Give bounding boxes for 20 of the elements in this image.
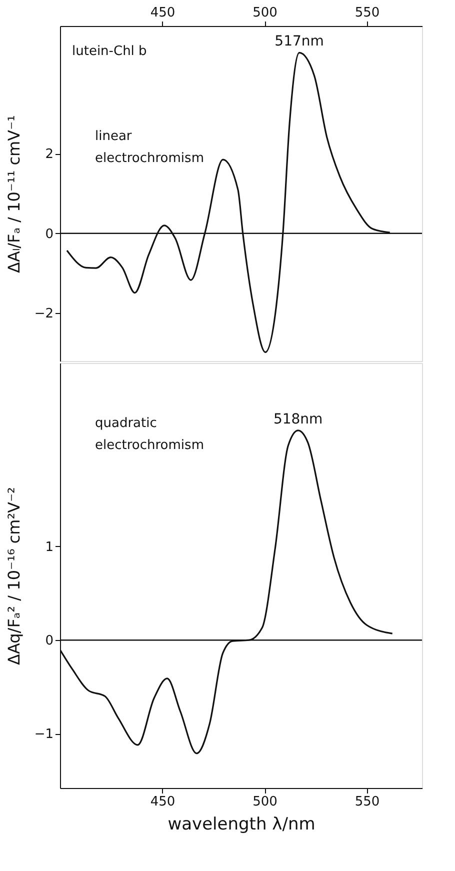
y-tick-label: 1: [45, 540, 54, 555]
x-tick-label: 500: [252, 794, 278, 810]
y-tick-label: −1: [34, 727, 54, 742]
y-tick-label: −2: [34, 306, 54, 322]
x-tick-label: 500: [252, 6, 278, 20]
x-tick-label: 550: [354, 794, 380, 810]
annotation: linear electrochromism: [95, 129, 204, 166]
x-tick-label: 450: [150, 6, 176, 20]
annotation: 517nm: [274, 34, 324, 50]
x-tick-label: 550: [354, 6, 380, 20]
x-axis-title: wavelength λ/nm: [168, 814, 316, 834]
x-tick-label: 450: [150, 794, 176, 810]
y-tick-label: 0: [45, 226, 54, 242]
annotation: 518nm: [273, 411, 323, 428]
y-tick-label: 2: [45, 147, 54, 162]
y-axis-title: ΔAq/Fₐ² / 10⁻¹⁶ cm²V⁻²: [4, 487, 24, 665]
annotation: quadratic electrochromism: [95, 416, 204, 453]
y-tick-label: 0: [45, 634, 54, 649]
annotation: lutein-Chl b: [72, 44, 147, 59]
y-axis-title: ΔAₗ/Fₐ / 10⁻¹¹ cmV⁻¹: [4, 115, 24, 273]
